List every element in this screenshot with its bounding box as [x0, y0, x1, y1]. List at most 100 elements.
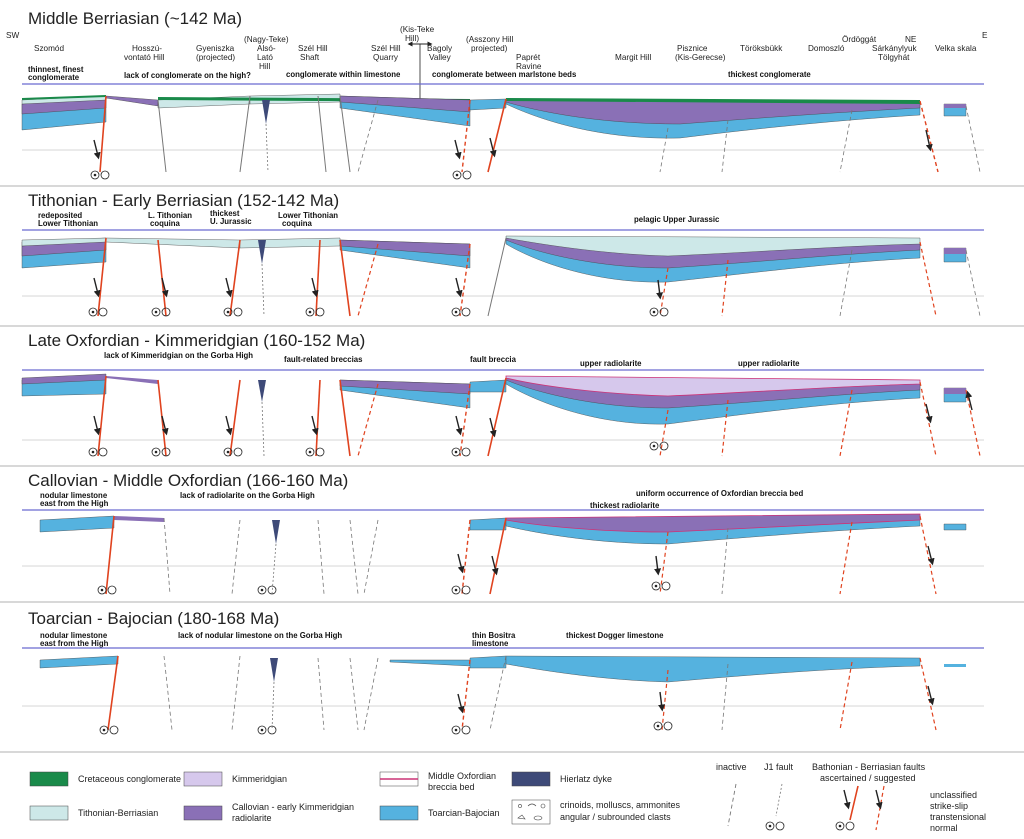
legend-normal: normal — [930, 823, 958, 833]
compass-e: E — [982, 31, 988, 40]
legend-j1: J1 fault — [764, 762, 794, 772]
note: redeposited — [38, 211, 82, 220]
note: nodular limestone — [40, 631, 108, 640]
legend-breccia: Middle Oxfordian — [428, 771, 496, 781]
loc-papret-2: Ravine — [516, 62, 542, 71]
loc-domoszlo: Domoszló — [808, 44, 845, 53]
note: conglomerate — [28, 73, 80, 82]
note: uniform occurrence of Oxfordian breccia … — [636, 489, 803, 498]
note: thickest conglomerate — [728, 70, 811, 79]
loc-hosszu: Hosszú- — [132, 44, 162, 53]
loc-lato-hill: Hill — [259, 62, 271, 71]
legend-toarcian: Toarcian-Bajocian — [428, 808, 500, 818]
loc-also: Alsó- — [257, 44, 276, 53]
note: lack of radiolarite on the Gorba High — [180, 491, 315, 500]
note: coquina — [150, 219, 181, 228]
note: U. Jurassic — [210, 217, 252, 226]
panel-title: Callovian - Middle Oxfordian (166-160 Ma… — [28, 471, 348, 490]
note: conglomerate within limestone — [286, 70, 401, 79]
loc-kis-teke: (Kis-Teke — [400, 25, 435, 34]
loc-sarkanylyuk: Sárkánylyuk — [872, 44, 918, 53]
panel-toarcian: Toarcian - Bajocian (180-168 Ma) nodular… — [22, 609, 984, 735]
loc-gyeniszka: Gyeniszka — [196, 44, 235, 53]
legend-transtensional: transtensional — [930, 812, 986, 822]
loc-lato: Lató — [257, 53, 273, 62]
note: upper radiolarite — [738, 359, 800, 368]
legend-clasts-icon — [511, 799, 551, 825]
legend-cretaceous: Cretaceous conglomerate — [78, 774, 181, 784]
legend-kimmeridgian: Kimmeridgian — [232, 774, 287, 784]
panel-title: Middle Berriasian (~142 Ma) — [28, 9, 242, 28]
loc-szel-shaft: Szél Hill — [298, 44, 328, 53]
note: coquina — [282, 219, 313, 228]
loc-asszony-2: projected) — [471, 44, 508, 53]
legend-bathonian-2: ascertained / suggested — [820, 773, 916, 783]
note: lack of conglomerate on the high? — [124, 71, 251, 80]
note: upper radiolarite — [580, 359, 642, 368]
note: fault-related breccias — [284, 355, 363, 364]
loc-ordoggat: Ördöggát — [842, 34, 877, 44]
legend-callovian: Callovian - early Kimmeridgian — [232, 802, 354, 812]
legend-clasts-2: angular / subrounded clasts — [560, 812, 671, 822]
panel-tithonian: Tithonian - Early Berriasian (152-142 Ma… — [21, 191, 984, 317]
legend-bathonian: Bathonian - Berriasian faults — [812, 762, 926, 772]
loc-velka: Velka skala — [935, 44, 977, 53]
legend-hierlatz: Hierlatz dyke — [560, 774, 612, 784]
note: nodular limestone — [40, 491, 108, 500]
note: thickest — [210, 209, 240, 218]
note: L. Tithonian — [148, 211, 192, 220]
loc-bagoly: Bagoly — [427, 44, 453, 53]
note: conglomerate between marlstone beds — [432, 70, 577, 79]
loc-tolgyhat: Tölgyhát — [878, 53, 910, 62]
loc-kis-teke-2: Hill) — [405, 34, 419, 43]
note: pelagic Upper Jurassic — [634, 215, 720, 224]
location-labels: SW Szomód Hosszú- vontató Hill Gyeniszka… — [6, 25, 988, 71]
note: thickest Dogger limestone — [566, 631, 664, 640]
legend-swatch-hierlatz — [511, 771, 551, 787]
panel-title: Toarcian - Bajocian (180-168 Ma) — [28, 609, 279, 628]
legend-swatch-kimmeridgian — [183, 771, 223, 787]
compass-ne: NE — [905, 35, 917, 44]
panel-title: Late Oxfordian - Kimmeridgian (160-152 M… — [28, 331, 365, 350]
note: thinnest, finest — [28, 65, 84, 74]
note: east from the High — [40, 499, 109, 508]
note: east from the High — [40, 639, 109, 648]
note: limestone — [472, 639, 509, 648]
loc-bagoly-2: Valley — [429, 53, 452, 62]
loc-szomod: Szomód — [34, 44, 64, 53]
legend-inactive: inactive — [716, 762, 747, 772]
panel-middle-berriasian: Middle Berriasian (~142 Ma) SW Szomód Ho… — [6, 9, 988, 180]
panel-late-oxfordian: Late Oxfordian - Kimmeridgian (160-152 M… — [21, 331, 984, 457]
loc-gyeniszka-2: (projected) — [196, 53, 235, 62]
compass-sw: SW — [6, 31, 19, 40]
loc-torok: Töröksbükk — [740, 44, 783, 53]
loc-szel-shaft-2: Shaft — [300, 53, 320, 62]
legend-clasts: crinoids, molluscs, ammonites — [560, 800, 681, 810]
panel-title: Tithonian - Early Berriasian (152-142 Ma… — [28, 191, 339, 210]
loc-szel-quarry-2: Quarry — [373, 53, 399, 62]
loc-asszony: (Asszony Hill — [466, 35, 513, 44]
note: fault breccia — [470, 355, 517, 364]
legend-swatch-tithonian — [29, 805, 69, 821]
loc-pisznice: Pisznice — [677, 44, 708, 53]
legend-tithonian: Tithonian-Berriasian — [78, 808, 158, 818]
loc-szel-quarry: Szél Hill — [371, 44, 401, 53]
loc-nagy-teke: (Nagy-Teke) — [244, 35, 289, 44]
loc-pisznice-2: (Kis-Gerecse) — [675, 53, 726, 62]
note: lack of Kimmeridgian on the Gorba High — [104, 351, 253, 360]
loc-papret: Paprét — [516, 53, 541, 62]
note: thin Bositra — [472, 631, 516, 640]
legend: Cretaceous conglomerate Tithonian-Berria… — [0, 751, 1024, 833]
loc-hosszu-2: vontató Hill — [124, 53, 165, 62]
note: Lower Tithonian — [278, 211, 338, 220]
legend-unclassified: unclassified — [930, 790, 977, 800]
note: Lower Tithonian — [38, 219, 98, 228]
panel-callovian: Callovian - Middle Oxfordian (166-160 Ma… — [22, 471, 984, 595]
loc-margit: Margit Hill — [615, 53, 652, 62]
note: thickest radiolarite — [590, 501, 660, 510]
legend-callovian-2: radiolarite — [232, 813, 272, 823]
note: lack of nodular limestone on the Gorba H… — [178, 631, 342, 640]
legend-swatch-toarcian — [379, 805, 419, 821]
